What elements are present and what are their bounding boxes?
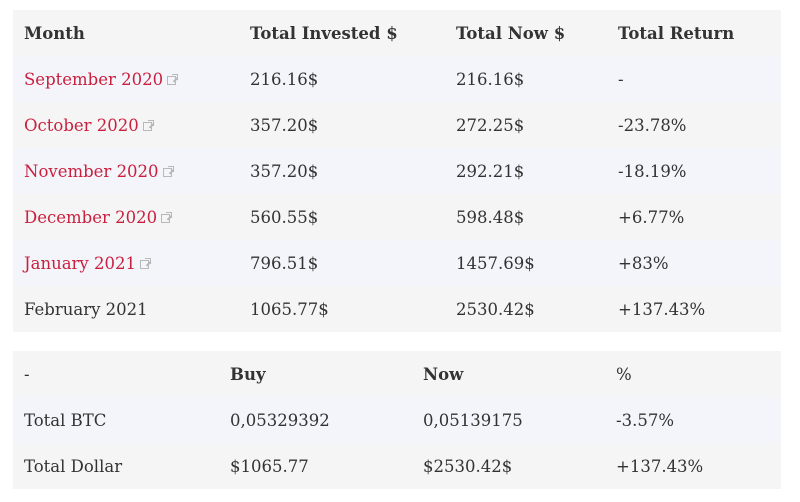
invested-cell: 1065.77$ [250, 299, 329, 319]
column-header-now: Now [423, 364, 464, 384]
summary-table: - Buy Now % Total BTC 0,05329392 0,05139… [13, 351, 781, 489]
invested-cell: 216.16$ [250, 69, 319, 89]
invested-cell: 357.20$ [250, 161, 319, 181]
external-link-icon [167, 73, 179, 85]
table-header-row: Month Total Invested $ Total Now $ Total… [13, 10, 781, 56]
return-cell: - [618, 69, 624, 89]
column-header-total-return: Total Return [618, 23, 735, 43]
column-header-month: Month [24, 23, 85, 43]
invested-cell: 796.51$ [250, 253, 319, 273]
month-link[interactable]: November 2020 [24, 162, 174, 181]
buy-cell: $1065.77 [230, 456, 309, 476]
return-cell: -18.19% [618, 161, 687, 181]
now-cell: 272.25$ [456, 115, 525, 135]
month-cell: December 2020 [13, 194, 239, 240]
month-link[interactable]: September 2020 [24, 70, 179, 89]
now-cell: 216.16$ [456, 69, 525, 89]
now-cell: 2530.42$ [456, 299, 535, 319]
now-cell: 1457.69$ [456, 253, 535, 273]
buy-cell: 0,05329392 [230, 410, 330, 430]
month-link[interactable]: December 2020 [24, 208, 173, 227]
table-row: December 2020 560.55$ 598.48$ +6.77% [13, 194, 781, 240]
column-header-buy: Buy [230, 364, 266, 384]
column-header-label: - [24, 364, 30, 384]
now-cell: $2530.42$ [423, 456, 513, 476]
table-row: January 2021 796.51$ 1457.69$ +83% [13, 240, 781, 286]
month-link[interactable]: October 2020 [24, 116, 154, 135]
external-link-icon [161, 211, 173, 223]
table-header-row: - Buy Now % [13, 351, 781, 397]
table-row: September 2020 216.16$ 216.16$ - [13, 56, 781, 102]
invested-cell: 357.20$ [250, 115, 319, 135]
month-cell: October 2020 [13, 102, 239, 148]
table-row: October 2020 357.20$ 272.25$ -23.78% [13, 102, 781, 148]
now-cell: 0,05139175 [423, 410, 523, 430]
month-cell: September 2020 [13, 56, 239, 102]
percent-cell: +137.43% [616, 456, 704, 476]
now-cell: 598.48$ [456, 207, 525, 227]
month-cell: November 2020 [13, 148, 239, 194]
table-row: February 2021 1065.77$ 2530.42$ +137.43% [13, 286, 781, 332]
label-cell: Total Dollar [24, 456, 123, 476]
external-link-icon [142, 119, 154, 131]
column-header-percent: % [616, 364, 632, 384]
month-cell: February 2021 [24, 299, 148, 319]
return-cell: +6.77% [618, 207, 685, 227]
label-cell: Total BTC [24, 410, 107, 430]
now-cell: 292.21$ [456, 161, 525, 181]
external-link-icon [162, 165, 174, 177]
month-link[interactable]: January 2021 [24, 254, 151, 273]
return-cell: +83% [618, 253, 669, 273]
table-row: Total BTC 0,05329392 0,05139175 -3.57% [13, 397, 781, 443]
column-header-total-now: Total Now $ [456, 23, 566, 43]
month-cell: January 2021 [13, 240, 239, 286]
percent-cell: -3.57% [616, 410, 674, 430]
table-row: November 2020 357.20$ 292.21$ -18.19% [13, 148, 781, 194]
return-cell: +137.43% [618, 299, 706, 319]
external-link-icon [140, 257, 151, 269]
monthly-investment-table: Month Total Invested $ Total Now $ Total… [13, 10, 781, 332]
column-header-total-invested: Total Invested $ [250, 23, 398, 43]
table-row: Total Dollar $1065.77 $2530.42$ +137.43% [13, 443, 781, 489]
return-cell: -23.78% [618, 115, 687, 135]
invested-cell: 560.55$ [250, 207, 319, 227]
